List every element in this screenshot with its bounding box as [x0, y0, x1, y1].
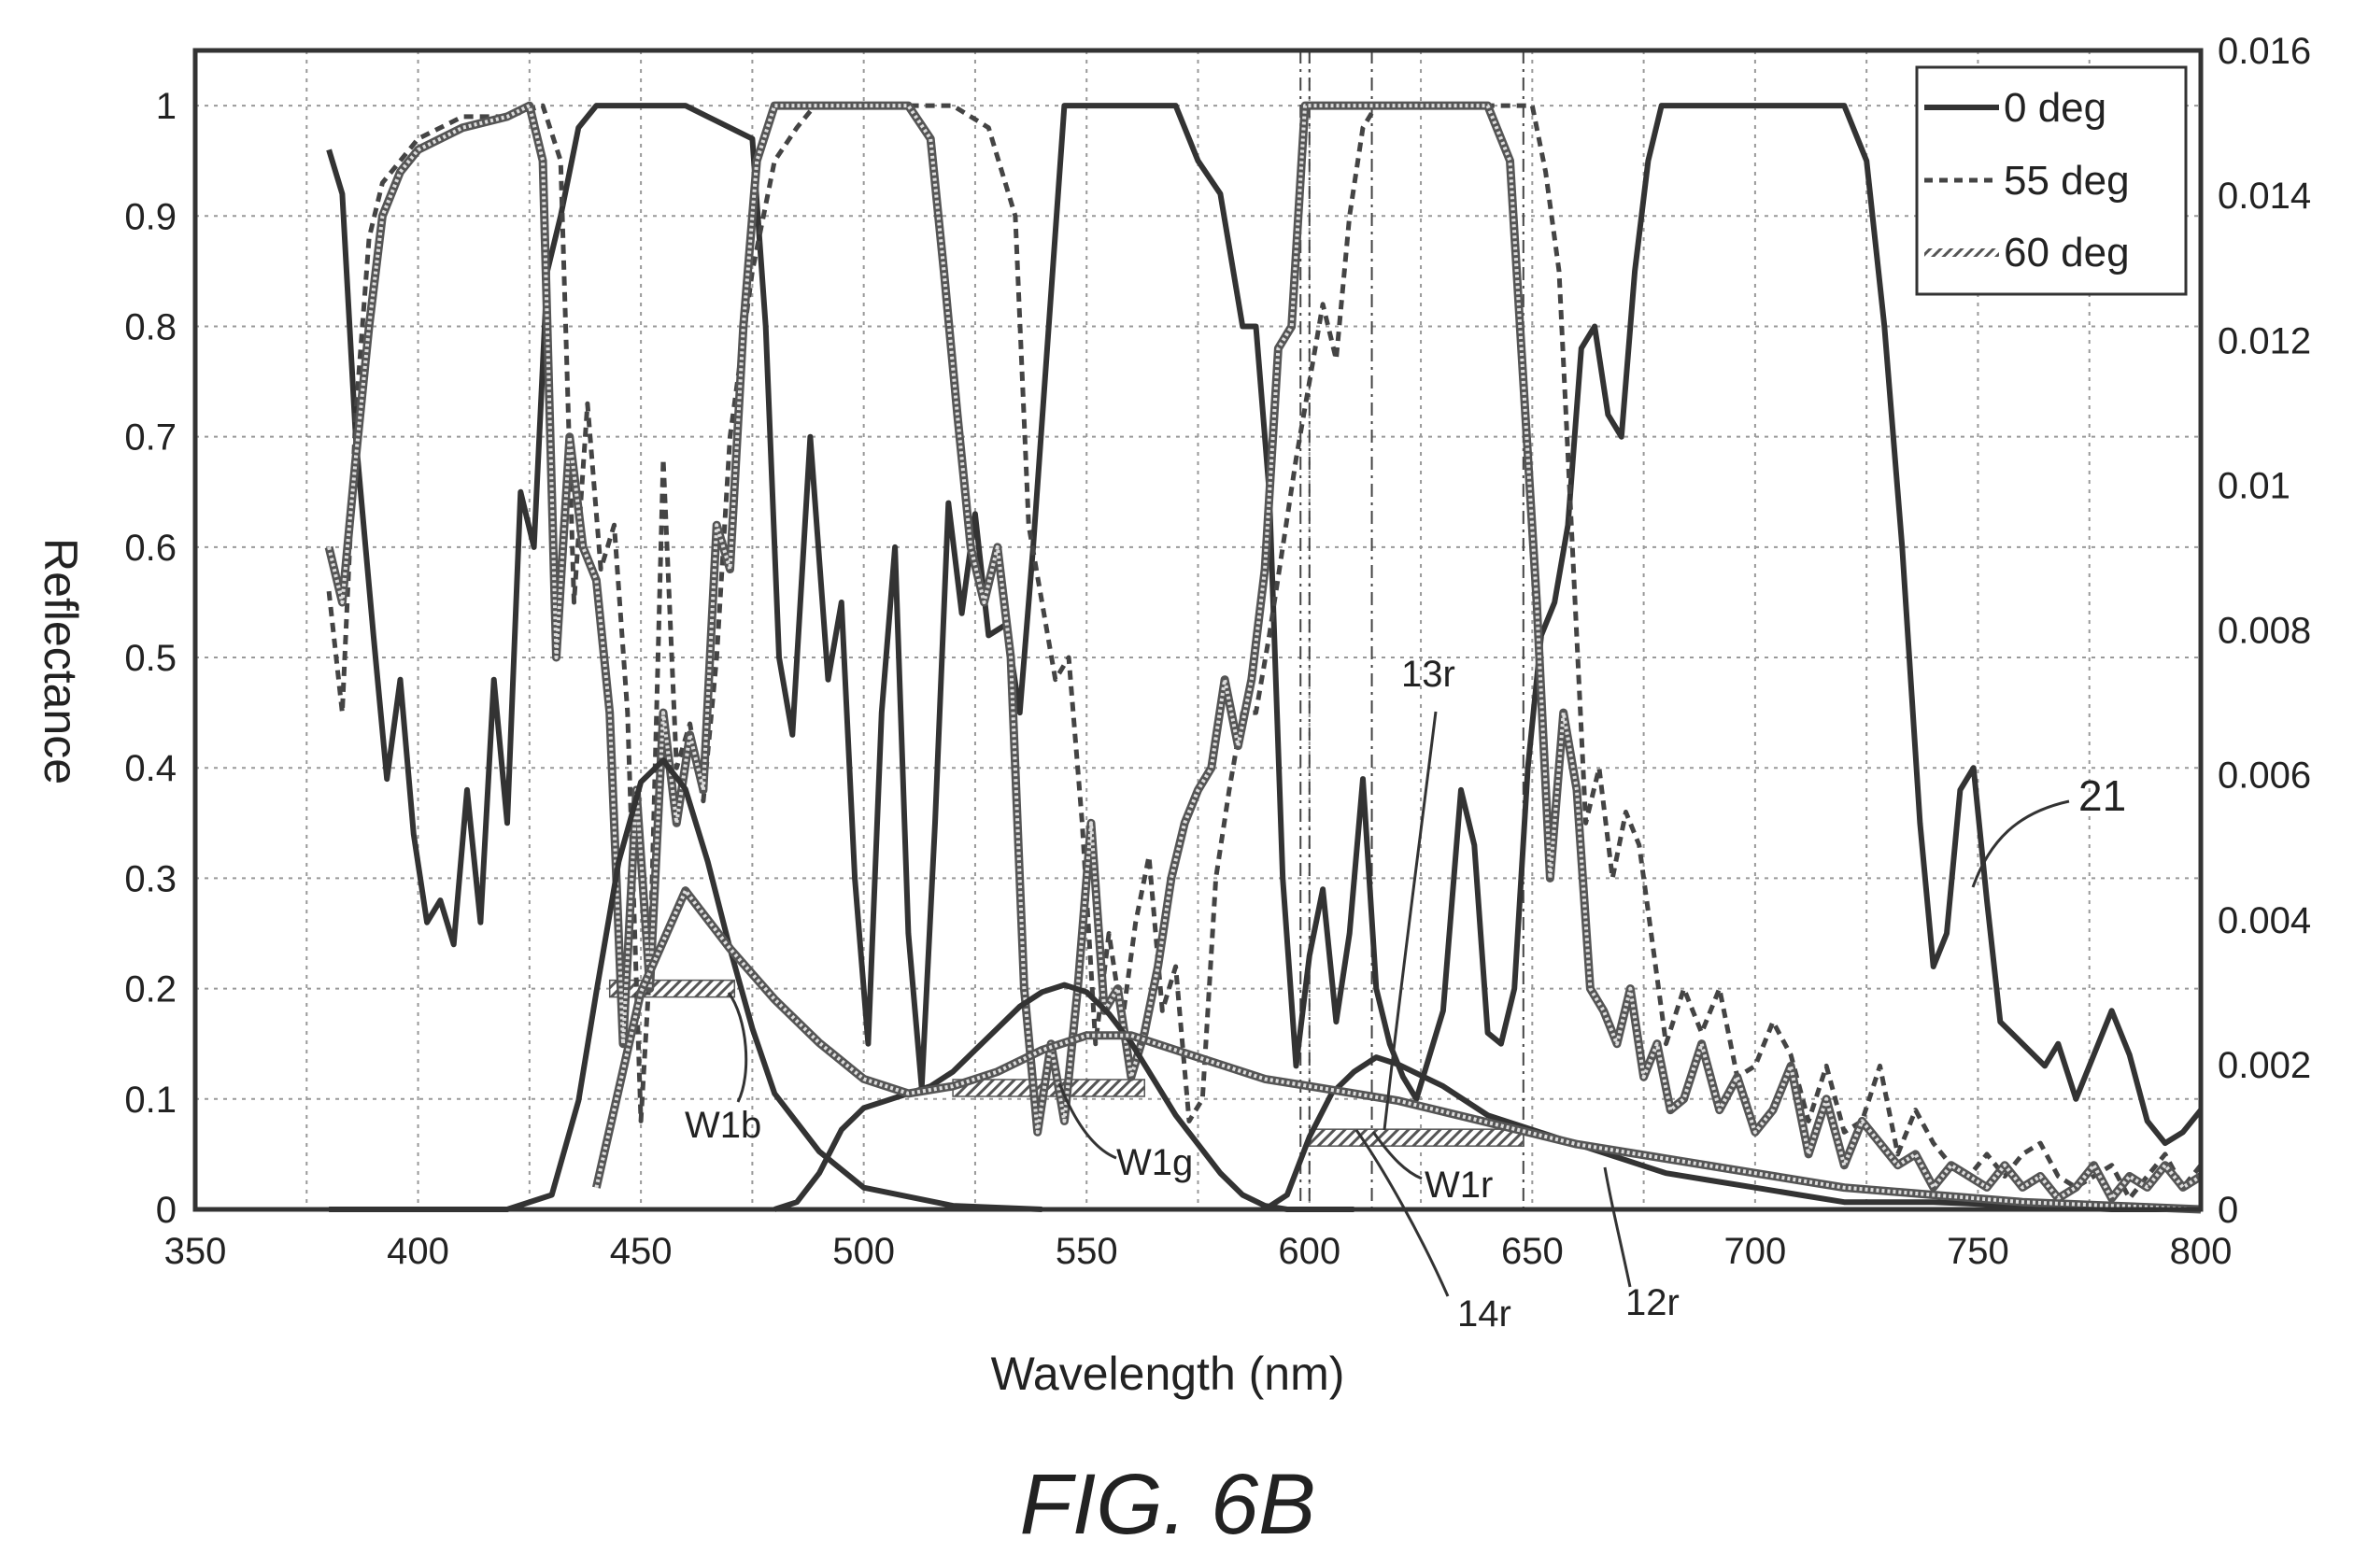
callout-W1g: W1g — [1116, 1142, 1193, 1183]
callout-21: 21 — [2078, 771, 2126, 820]
y-tick-label-8: 0.8 — [124, 306, 177, 347]
x-tick-label-8: 750 — [1947, 1231, 2009, 1272]
x-axis-title: Wavelength (nm) — [991, 1348, 1345, 1400]
y-tick-label-6: 0.6 — [124, 528, 177, 569]
grid-lines — [194, 50, 2202, 1210]
legend-label-55deg: 55 deg — [2004, 158, 2130, 204]
y2-tick-label-5: 0.01 — [2218, 465, 2290, 506]
y2-tick-label-0: 0 — [2218, 1190, 2238, 1231]
legend-label-60deg: 60 deg — [2004, 230, 2130, 275]
band-W1r — [1309, 1128, 1524, 1147]
leader-21 — [1971, 799, 2070, 888]
x-tick-label-1: 400 — [387, 1231, 449, 1272]
y-tick-label-5: 0.5 — [124, 638, 177, 679]
y-tick-label-3: 0.3 — [124, 858, 177, 899]
figure-caption: FIG. 6B — [1020, 1457, 1316, 1552]
leader-W1b — [727, 992, 748, 1103]
legend: 0 deg 55 deg 60 deg — [1915, 65, 2188, 296]
y2-tick-label-8: 0.016 — [2218, 31, 2311, 72]
series-line-55-deg — [326, 103, 2203, 1201]
leader-W1g — [1057, 1082, 1117, 1160]
callout-leaders — [727, 711, 2070, 1297]
series-lines — [324, 101, 2204, 1214]
x-tick-label-3: 500 — [832, 1231, 895, 1272]
x-tick-label-9: 800 — [2170, 1231, 2233, 1272]
y-tick-label-0: 0 — [156, 1190, 177, 1231]
y-axis-title: Reflectance — [35, 538, 87, 784]
series-line-60-deg-outer — [324, 101, 2204, 1203]
y2-tick-label-3: 0.006 — [2218, 756, 2311, 797]
tick-labels: 350 400 450 500 550 600 650 700 750 80000.10.20.3… — [124, 31, 2311, 1272]
x-tick-label-6: 650 — [1501, 1231, 1564, 1272]
x-tick-label-2: 450 — [610, 1231, 673, 1272]
y-tick-label-10: 1 — [156, 86, 177, 127]
y-tick-label-9: 0.9 — [124, 196, 177, 237]
series-line-spectrum-4 — [773, 982, 1354, 1212]
x-tick-label-5: 600 — [1278, 1231, 1340, 1272]
y2-tick-label-4: 0.008 — [2218, 611, 2311, 652]
x-tick-label-7: 700 — [1724, 1231, 1787, 1272]
y-tick-label-1: 0.1 — [124, 1080, 177, 1121]
y-tick-label-2: 0.2 — [124, 969, 177, 1010]
y2-tick-label-2: 0.004 — [2218, 900, 2311, 941]
x-tick-label-4: 550 — [1056, 1231, 1118, 1272]
callout-12r: 12r — [1625, 1282, 1680, 1323]
leader-W1r — [1371, 1131, 1423, 1180]
series-line-spectrum-6 — [594, 888, 2202, 1211]
callout-13r: 13r — [1401, 654, 1455, 695]
legend-label-0deg: 0 deg — [2004, 85, 2106, 131]
x-tick-label-0: 350 — [164, 1231, 227, 1272]
leader-12r — [1603, 1166, 1632, 1288]
y2-tick-label-1: 0.002 — [2218, 1045, 2311, 1086]
y-tick-label-7: 0.7 — [124, 417, 177, 459]
y2-tick-label-6: 0.012 — [2218, 320, 2311, 361]
legend-swatch-60deg — [1924, 248, 1999, 257]
plot-frame — [192, 48, 2204, 1212]
leader-13r — [1383, 711, 1438, 1131]
y-tick-label-4: 0.4 — [124, 748, 177, 789]
leader-14r — [1354, 1129, 1450, 1297]
y2-tick-label-7: 0.014 — [2218, 176, 2311, 217]
callout-W1b: W1b — [685, 1105, 761, 1146]
callout-14r: 14r — [1457, 1293, 1511, 1335]
callout-W1r: W1r — [1425, 1165, 1493, 1206]
